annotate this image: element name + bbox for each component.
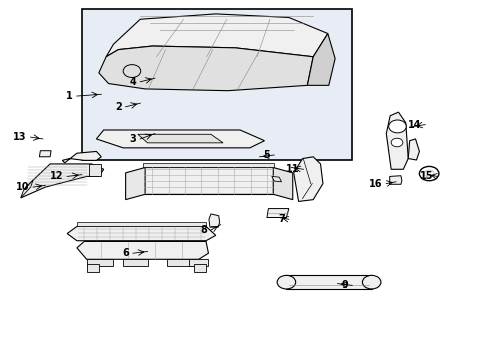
Polygon shape — [272, 176, 282, 182]
Polygon shape — [390, 176, 402, 184]
Polygon shape — [87, 258, 114, 266]
Text: 4: 4 — [129, 77, 136, 87]
Polygon shape — [194, 264, 206, 272]
Polygon shape — [273, 167, 293, 200]
Polygon shape — [294, 157, 323, 202]
Text: 7: 7 — [278, 214, 285, 224]
Polygon shape — [82, 9, 352, 160]
Polygon shape — [167, 258, 194, 266]
Text: 1: 1 — [66, 91, 73, 101]
Polygon shape — [89, 164, 101, 176]
Polygon shape — [138, 134, 223, 143]
Polygon shape — [267, 208, 289, 217]
Polygon shape — [87, 264, 99, 272]
Polygon shape — [143, 163, 274, 167]
Circle shape — [277, 275, 295, 289]
Polygon shape — [21, 180, 33, 198]
Bar — [287, 275, 372, 289]
Circle shape — [363, 275, 381, 289]
Text: 8: 8 — [200, 225, 207, 235]
Circle shape — [419, 166, 439, 181]
Text: 14: 14 — [408, 120, 421, 130]
Text: 6: 6 — [122, 248, 129, 258]
Circle shape — [391, 138, 403, 147]
Polygon shape — [39, 151, 51, 157]
Text: 10: 10 — [16, 182, 29, 192]
Polygon shape — [408, 139, 419, 160]
Text: 16: 16 — [369, 179, 382, 189]
Polygon shape — [77, 222, 206, 226]
Polygon shape — [99, 46, 313, 91]
Polygon shape — [209, 214, 220, 227]
Text: 15: 15 — [420, 171, 434, 181]
Text: 9: 9 — [342, 280, 348, 291]
Circle shape — [123, 64, 141, 77]
Polygon shape — [189, 258, 208, 266]
Text: 2: 2 — [115, 102, 122, 112]
Circle shape — [389, 120, 406, 133]
Text: 12: 12 — [50, 171, 63, 181]
Polygon shape — [67, 226, 216, 241]
Polygon shape — [123, 258, 147, 266]
Polygon shape — [386, 112, 408, 169]
Circle shape — [424, 170, 434, 177]
Text: 5: 5 — [264, 150, 270, 160]
Text: 13: 13 — [13, 132, 27, 142]
Polygon shape — [125, 167, 145, 200]
Polygon shape — [143, 167, 274, 194]
Polygon shape — [21, 164, 104, 198]
Text: 11: 11 — [286, 164, 299, 174]
Polygon shape — [77, 242, 208, 259]
Polygon shape — [106, 14, 328, 57]
Polygon shape — [62, 152, 101, 163]
Text: 3: 3 — [129, 134, 136, 144]
Polygon shape — [97, 130, 265, 148]
Polygon shape — [307, 33, 335, 85]
